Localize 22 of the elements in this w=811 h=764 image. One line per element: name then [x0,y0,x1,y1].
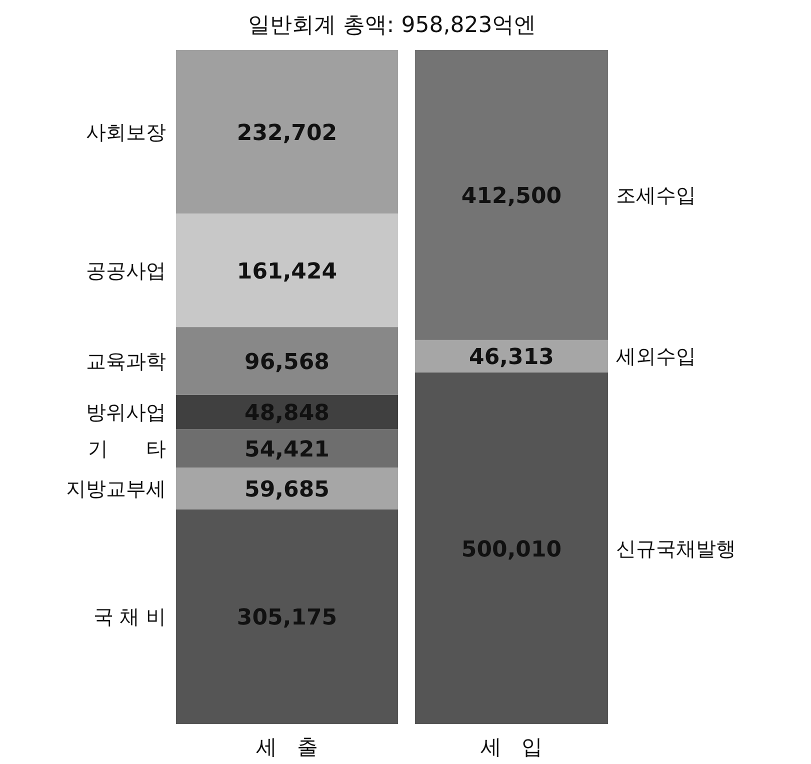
series-label: 국 채 비 [93,604,166,629]
series-label: 조세수입 [616,182,696,207]
series-label: 신규국채발행 [616,536,736,560]
series-label: 공공사업 [86,258,166,282]
series-label: 지방교부세 [66,476,166,500]
chart-title: 일반회계 총액: 958,823억엔 [248,13,536,38]
series-label: 방위사업 [86,400,166,424]
data-label: 59,685 [244,478,330,502]
series-label: 교육과학 [86,348,166,373]
data-label: 305,175 [236,606,338,631]
data-label: 96,568 [244,350,330,375]
data-label: 412,500 [461,184,562,209]
series-label: 기 타 [88,436,166,460]
data-label: 46,313 [469,345,554,370]
data-label: 161,424 [236,259,338,284]
data-label: 500,010 [461,537,562,562]
data-label: 54,421 [244,437,330,462]
series-label: 사회보장 [86,120,166,144]
series-label: 세외수입 [616,344,696,368]
data-label: 232,702 [236,120,338,146]
x-tick-label: 세 입 [480,735,543,759]
x-tick-label: 세 출 [256,735,318,759]
